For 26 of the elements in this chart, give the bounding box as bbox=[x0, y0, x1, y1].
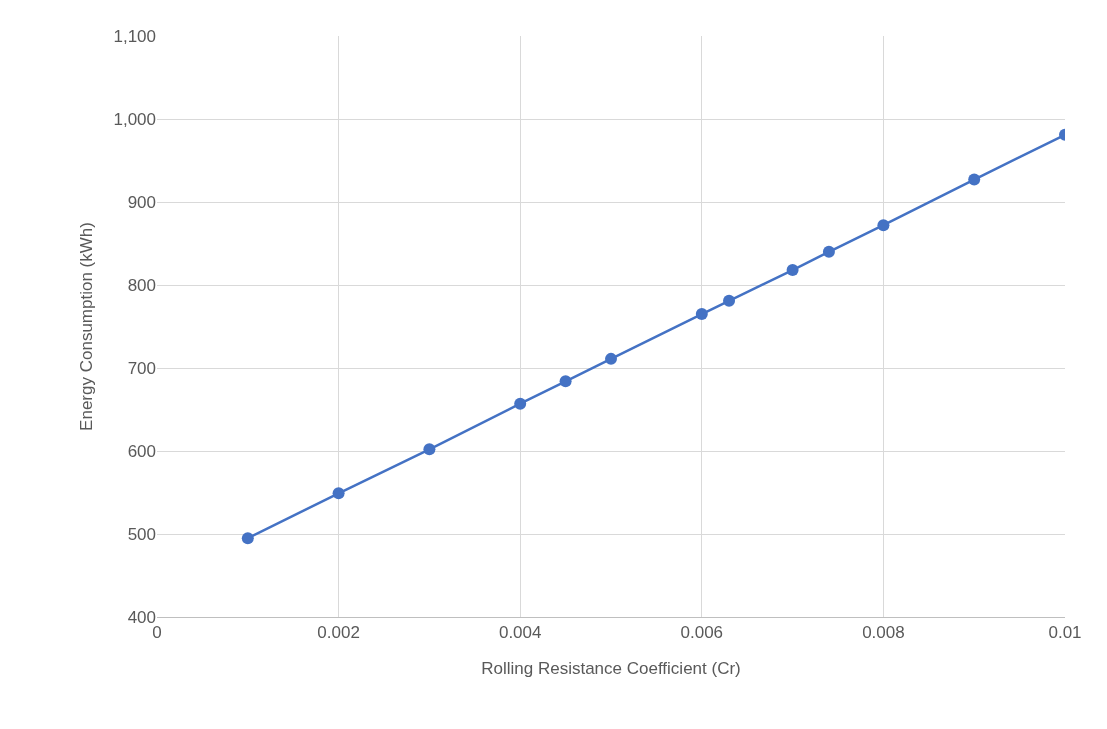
point bbox=[968, 173, 981, 186]
point bbox=[695, 308, 708, 321]
x-tick-label: 0.01 bbox=[1048, 623, 1082, 643]
x-tick-label: 0.002 bbox=[317, 623, 360, 643]
y-tick-label: 900 bbox=[127, 192, 156, 212]
point bbox=[332, 487, 345, 500]
point bbox=[605, 352, 617, 365]
point bbox=[241, 532, 254, 545]
y-tick-label: 500 bbox=[127, 524, 156, 544]
point bbox=[723, 294, 736, 307]
y-tick-label: 1,100 bbox=[113, 26, 156, 46]
point bbox=[786, 264, 799, 277]
x-tick-label: 0.004 bbox=[498, 623, 542, 643]
point bbox=[822, 245, 835, 258]
point bbox=[877, 219, 890, 232]
x-tick-label: 0.006 bbox=[680, 623, 724, 643]
x-tick-label: 0.008 bbox=[862, 623, 905, 643]
y-tick-label: 600 bbox=[127, 441, 156, 461]
y-axis-title: Energy Consumption (kWh) bbox=[77, 222, 96, 431]
point bbox=[514, 397, 527, 410]
y-tick-label: 700 bbox=[127, 358, 156, 378]
x-axis-title: Rolling Resistance Coefficient (Cr) bbox=[481, 658, 741, 678]
point bbox=[559, 375, 572, 388]
y-tick-label: 800 bbox=[127, 275, 156, 295]
point bbox=[423, 443, 436, 456]
y-tick-label: 1,000 bbox=[113, 109, 156, 129]
